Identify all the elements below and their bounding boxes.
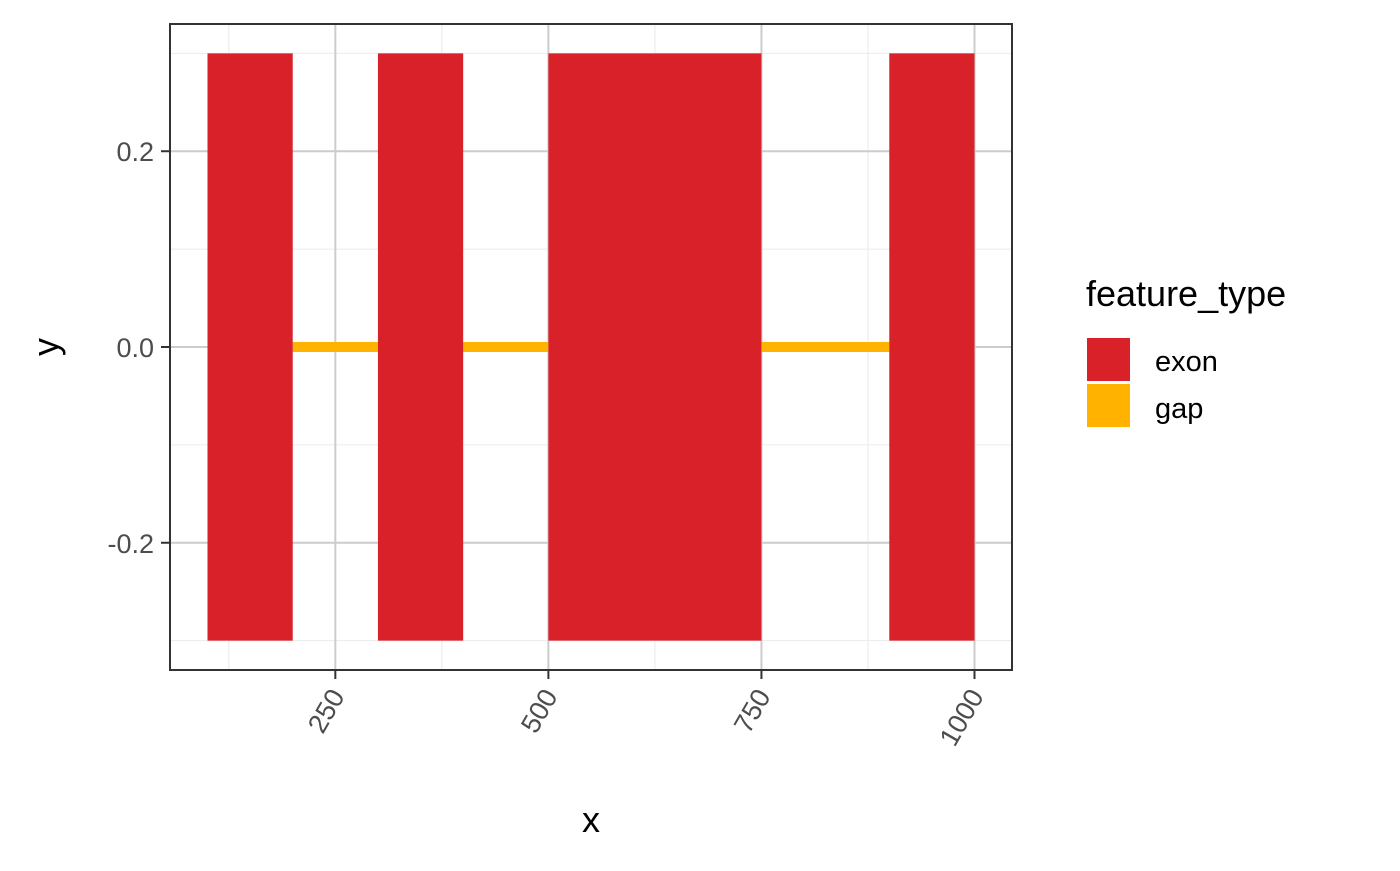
exon-bar [889,53,975,641]
y-axis-title: y [25,338,66,356]
legend-label-gap: gap [1155,393,1203,425]
y-tick-label: -0.2 [107,529,154,559]
legend-key-exon [1087,338,1130,381]
y-axis: 0.2 0.0 -0.2 [107,137,170,559]
x-axis-title: x [582,799,600,840]
exon-bar [207,53,293,641]
y-tick-label: 0.2 [116,137,154,167]
legend-key-gap [1087,384,1130,427]
x-tick-label: 250 [302,684,351,738]
exon-bar [548,53,762,641]
y-tick-label: 0.0 [116,333,154,363]
exon-bar [377,53,464,641]
x-tick-label: 1000 [934,684,990,751]
legend: feature_type exon gap [1086,273,1286,427]
x-tick-label: 500 [515,684,564,738]
exon-series [207,53,975,641]
legend-label-exon: exon [1155,346,1218,378]
x-axis: 250 500 750 1000 [302,670,990,751]
legend-title: feature_type [1086,273,1286,314]
x-tick-label: 750 [728,684,777,738]
